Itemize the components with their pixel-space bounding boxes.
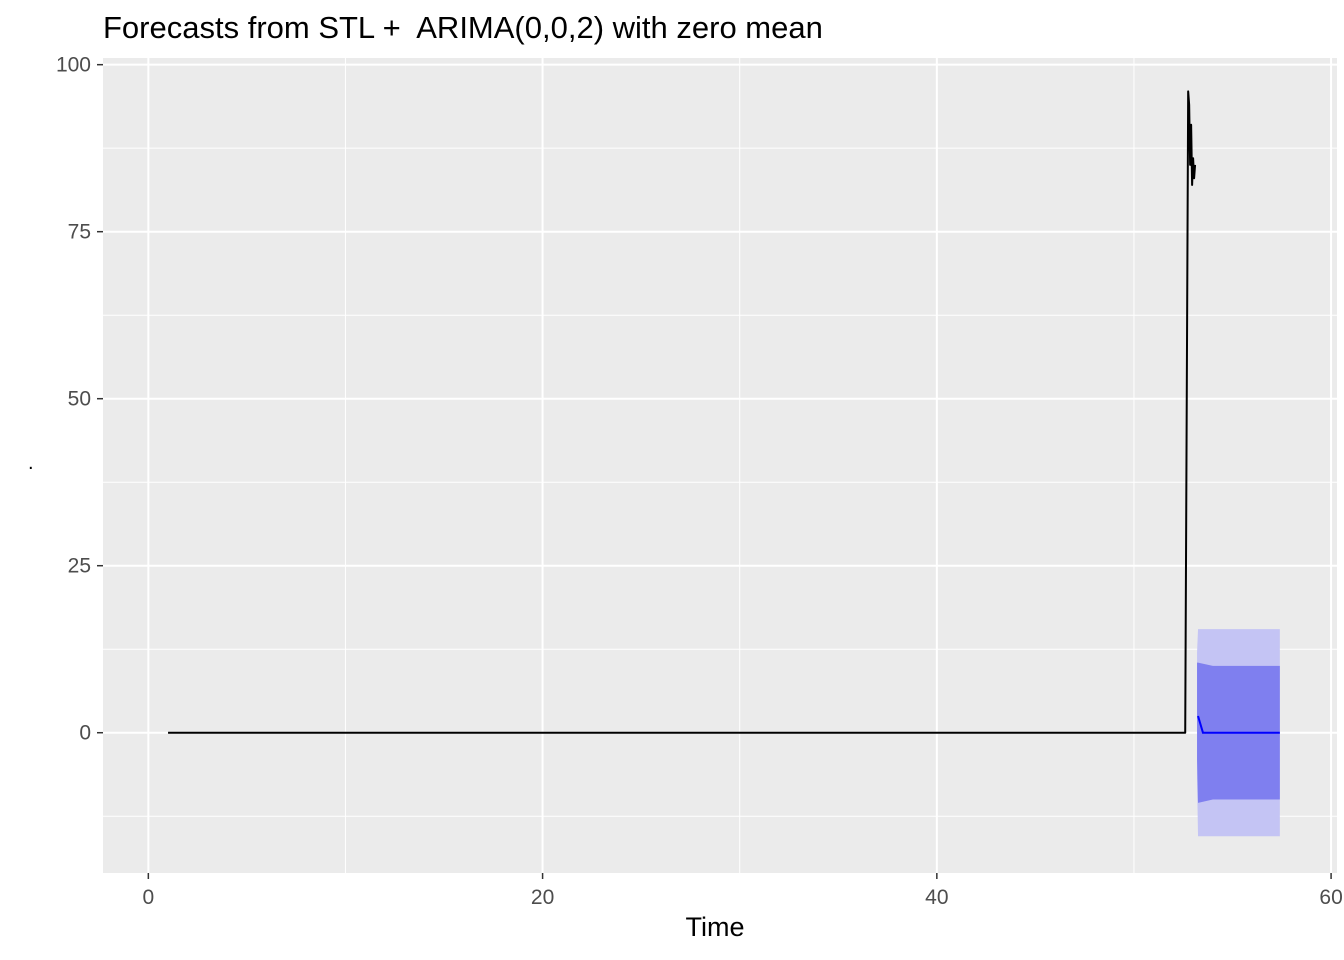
axes: 0 20 40 60 0 25 50 75 100 [56, 54, 1343, 909]
y-tick-label: 50 [68, 388, 91, 411]
y-tick-label: 25 [68, 555, 91, 578]
observed-series-line [168, 90, 1197, 734]
plot-panel [103, 58, 1337, 873]
minor-gridlines [103, 58, 1337, 873]
x-tick-label: 40 [925, 886, 948, 909]
x-axis-label: Time [685, 912, 745, 942]
forecast-mean-line [1197, 715, 1280, 734]
x-tick-label: 20 [531, 886, 554, 909]
y-tick-label: 100 [56, 54, 91, 77]
x-tick-label: 60 [1319, 886, 1342, 909]
series-lines [168, 90, 1280, 734]
x-tick-label: 0 [142, 886, 154, 909]
y-tick-label: 0 [79, 722, 91, 745]
chart-title: Forecasts from STL + ARIMA(0,0,2) with z… [103, 10, 823, 45]
y-axis-label: . [28, 452, 34, 474]
y-tick-label: 75 [68, 221, 91, 244]
